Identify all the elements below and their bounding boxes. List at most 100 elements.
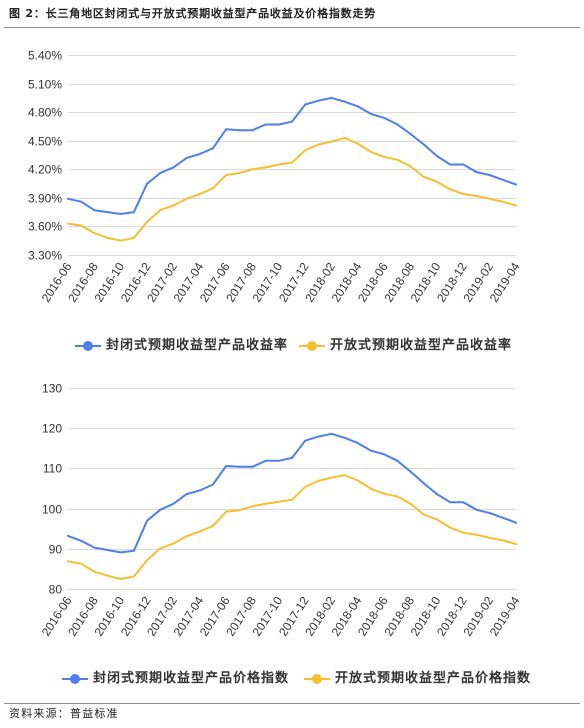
data-point <box>106 211 109 214</box>
y-tick-label: 3.60% <box>28 220 62 234</box>
data-point <box>317 143 320 146</box>
legend-label: 开放式预期收益型产品价格指数 <box>335 671 532 686</box>
data-point <box>304 103 307 106</box>
data-point <box>132 236 135 239</box>
series-line-open-end <box>67 136 517 242</box>
legend-label: 封闭式预期收益型产品价格指数 <box>93 671 290 686</box>
data-point <box>435 493 438 496</box>
data-point <box>198 489 201 492</box>
data-point <box>304 485 307 488</box>
data-point <box>211 483 214 486</box>
data-point <box>106 549 109 551</box>
data-point <box>396 495 399 498</box>
y-tick-label: 100 <box>42 503 62 517</box>
y-tick-label: 4.20% <box>28 163 62 177</box>
data-point <box>291 456 293 459</box>
y-tick-label: 4.50% <box>28 135 62 149</box>
legend-line-dot-icon <box>304 674 330 684</box>
data-point <box>238 509 241 512</box>
data-point <box>462 163 465 166</box>
data-point <box>132 575 135 578</box>
data-point <box>462 501 465 504</box>
data-point <box>383 116 386 119</box>
data-point <box>435 518 438 521</box>
data-point <box>264 166 267 169</box>
data-point <box>330 432 333 435</box>
y-tick-label: 90 <box>49 543 63 557</box>
data-point <box>370 113 373 115</box>
legend-item-closed-end-yield: 封闭式预期收益型产品收益率 <box>75 338 288 354</box>
legend-line-dot-icon <box>75 341 101 351</box>
data-point <box>251 168 254 171</box>
data-point <box>356 142 359 145</box>
data-point <box>132 211 135 214</box>
data-point <box>370 449 373 452</box>
legend-label: 封闭式预期收益型产品收益率 <box>106 338 289 353</box>
data-point <box>515 543 517 545</box>
data-point <box>383 155 386 158</box>
data-point <box>343 136 346 139</box>
data-point <box>449 188 452 191</box>
data-point <box>80 539 83 542</box>
data-point <box>198 193 201 195</box>
data-point <box>475 533 478 536</box>
y-tick-label: 3.30% <box>28 249 62 263</box>
data-point <box>93 546 96 549</box>
data-point <box>225 174 228 176</box>
y-tick-label: 80 <box>49 583 63 597</box>
data-point <box>475 195 478 197</box>
data-point <box>317 435 320 438</box>
data-point <box>198 530 201 533</box>
caption-divider <box>4 27 580 28</box>
legend-item-closed-end-price-index: 封闭式预期收益型产品价格指数 <box>62 671 289 687</box>
data-point <box>317 479 320 482</box>
data-point <box>449 501 452 504</box>
data-point <box>435 180 438 183</box>
figure-caption: 图 2：长三角地区封闭式与开放式预期收益型产品收益及价格指数走势 <box>9 7 377 20</box>
data-point <box>264 502 267 505</box>
data-point <box>501 539 504 542</box>
data-point <box>146 519 149 522</box>
data-point <box>251 465 254 468</box>
data-point <box>435 155 438 157</box>
data-point <box>185 493 188 496</box>
data-point <box>264 123 267 126</box>
data-point <box>291 120 293 123</box>
y-axis-labels: 3.30% 3.60% 3.90% 4.20% 4.50% 4.80% 5.10% 5.40% <box>28 49 62 263</box>
data-point <box>119 551 122 554</box>
price-index-chart: 80 90 100 110 120 130 2016-062016-082016-10201… <box>39 382 523 639</box>
data-point <box>172 502 175 505</box>
data-point <box>356 442 359 445</box>
data-point <box>211 187 214 190</box>
data-point <box>330 476 333 479</box>
data-point <box>383 492 386 495</box>
series-line-closed-end <box>67 432 517 554</box>
data-point <box>185 197 188 200</box>
data-point <box>159 547 162 550</box>
data-point <box>462 193 465 195</box>
legend-line-dot-icon <box>299 341 325 351</box>
data-point <box>238 129 241 132</box>
data-point <box>475 508 478 511</box>
data-point <box>488 174 491 176</box>
data-point <box>356 105 359 108</box>
series-line-closed-end <box>67 96 517 215</box>
y-tick-label: 5.40% <box>28 49 62 63</box>
data-point <box>501 200 504 203</box>
data-point <box>370 151 373 154</box>
data-point <box>330 96 333 99</box>
data-point <box>80 224 83 227</box>
data-point <box>304 149 307 152</box>
data-point <box>185 535 188 538</box>
data-point <box>211 524 214 527</box>
data-point <box>343 100 346 103</box>
data-point <box>251 129 254 132</box>
data-point <box>211 147 214 150</box>
data-point <box>67 222 69 225</box>
data-point <box>515 183 517 186</box>
data-point <box>291 498 293 501</box>
data-point <box>238 465 241 468</box>
data-point <box>172 204 175 207</box>
